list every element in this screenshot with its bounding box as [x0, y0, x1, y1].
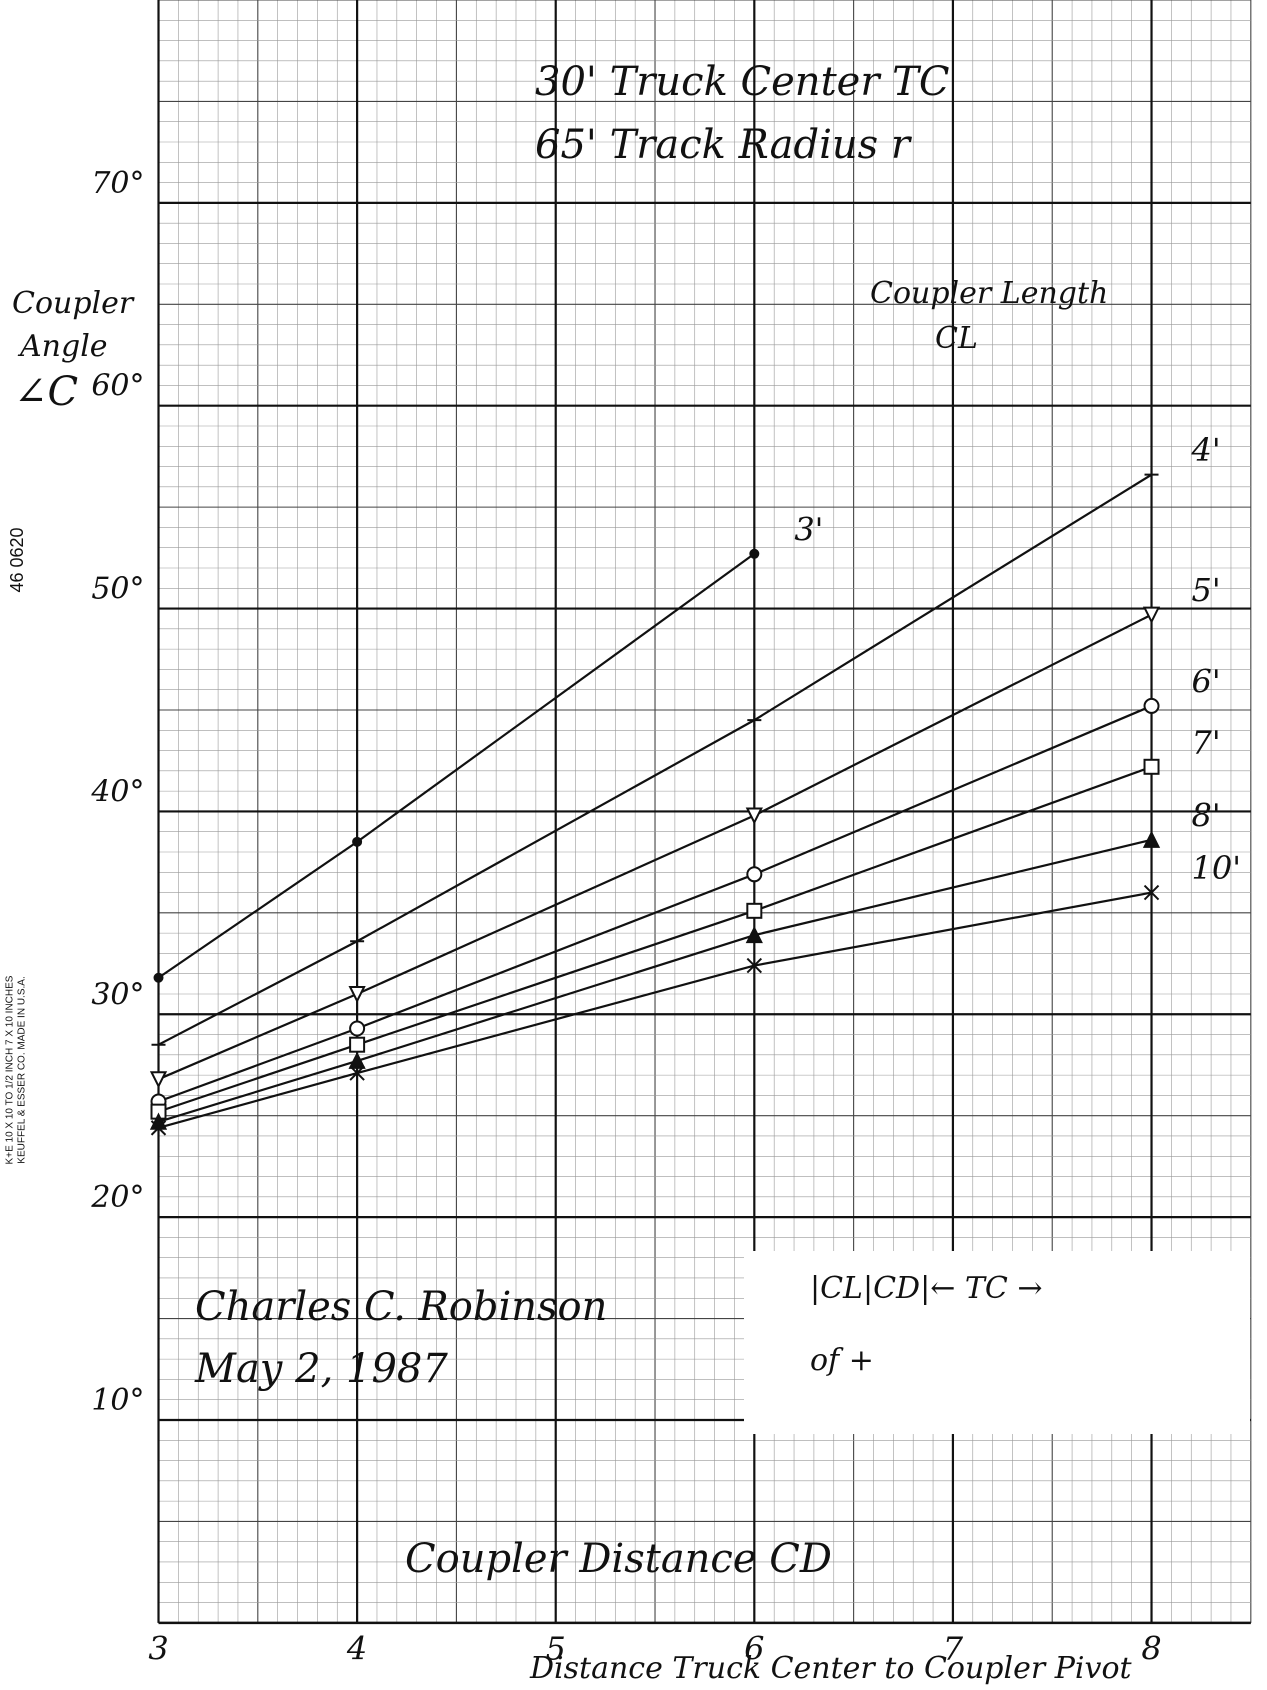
- paper-brand: KEUFFEL & ESSER CO. MADE IN U.S.A.: [17, 976, 28, 1163]
- legend-title: CL: [935, 321, 978, 356]
- y-tick-label: 50°: [91, 572, 144, 607]
- series-label: 10': [1192, 849, 1242, 887]
- y-tick-label: 30°: [91, 977, 144, 1012]
- signature: Charles C. Robinson: [195, 1284, 607, 1330]
- point: [350, 1038, 364, 1052]
- diagram-text: |CL|CD|← TC →: [810, 1271, 1043, 1306]
- chart-title: 30' Truck Center TC: [535, 59, 949, 105]
- x-tick-label: 8: [1141, 1629, 1161, 1667]
- chart-subtitle: 65' Track Radius r: [535, 122, 913, 168]
- y-tick-label: 20°: [90, 1180, 144, 1215]
- series-label: 8': [1192, 796, 1221, 834]
- y-tick-label: 60°: [91, 369, 144, 404]
- x-tick-label: 4: [346, 1629, 367, 1667]
- point: [1145, 608, 1159, 622]
- x-tick-label: 6: [744, 1629, 764, 1667]
- point: [1145, 699, 1159, 713]
- paper-code: 46 0620: [7, 527, 27, 592]
- point: [747, 713, 761, 727]
- signature-date: May 2, 1987: [194, 1346, 448, 1392]
- x-tick-label: 7: [943, 1629, 964, 1667]
- chart: 30' Truck Center TC 65' Track Radius r C…: [0, 0, 1267, 1690]
- point: [353, 838, 361, 846]
- point: [747, 928, 761, 942]
- series-label: 7': [1192, 723, 1221, 761]
- point: [152, 1072, 166, 1086]
- series-label: 3': [794, 510, 823, 548]
- x-sublabel: Distance Truck Center to Coupler Pivot: [529, 1651, 1133, 1686]
- y-label: Coupler: [12, 286, 135, 321]
- series-label: 5': [1192, 571, 1221, 609]
- point: [155, 974, 163, 982]
- point: [1145, 760, 1159, 774]
- y-tick-label: 10°: [91, 1383, 144, 1418]
- series-label: 4': [1191, 431, 1221, 469]
- point: [750, 550, 758, 558]
- point: [747, 867, 761, 881]
- x-tick-label: 5: [546, 1629, 566, 1667]
- point: [747, 808, 761, 822]
- x-tick-label: 3: [148, 1629, 168, 1667]
- legend-title: Coupler Length: [870, 276, 1108, 311]
- y-tick-label: 40°: [90, 774, 144, 809]
- point: [152, 1038, 166, 1052]
- y-tick-label: 70°: [91, 166, 144, 201]
- point: [1145, 833, 1159, 847]
- x-label: Coupler Distance CD: [405, 1536, 832, 1582]
- y-label: Angle: [17, 329, 108, 364]
- point: [747, 904, 761, 918]
- point: [350, 1021, 364, 1035]
- diagram-text: of +: [810, 1343, 874, 1378]
- point: [1145, 468, 1159, 482]
- y-label: ∠C: [14, 369, 78, 415]
- point: [350, 1054, 364, 1068]
- point: [350, 934, 364, 948]
- paper-brand: K+E 10 X 10 TO 1/2 INCH 7 X 10 INCHES: [5, 975, 16, 1164]
- series-label: 6': [1192, 662, 1221, 700]
